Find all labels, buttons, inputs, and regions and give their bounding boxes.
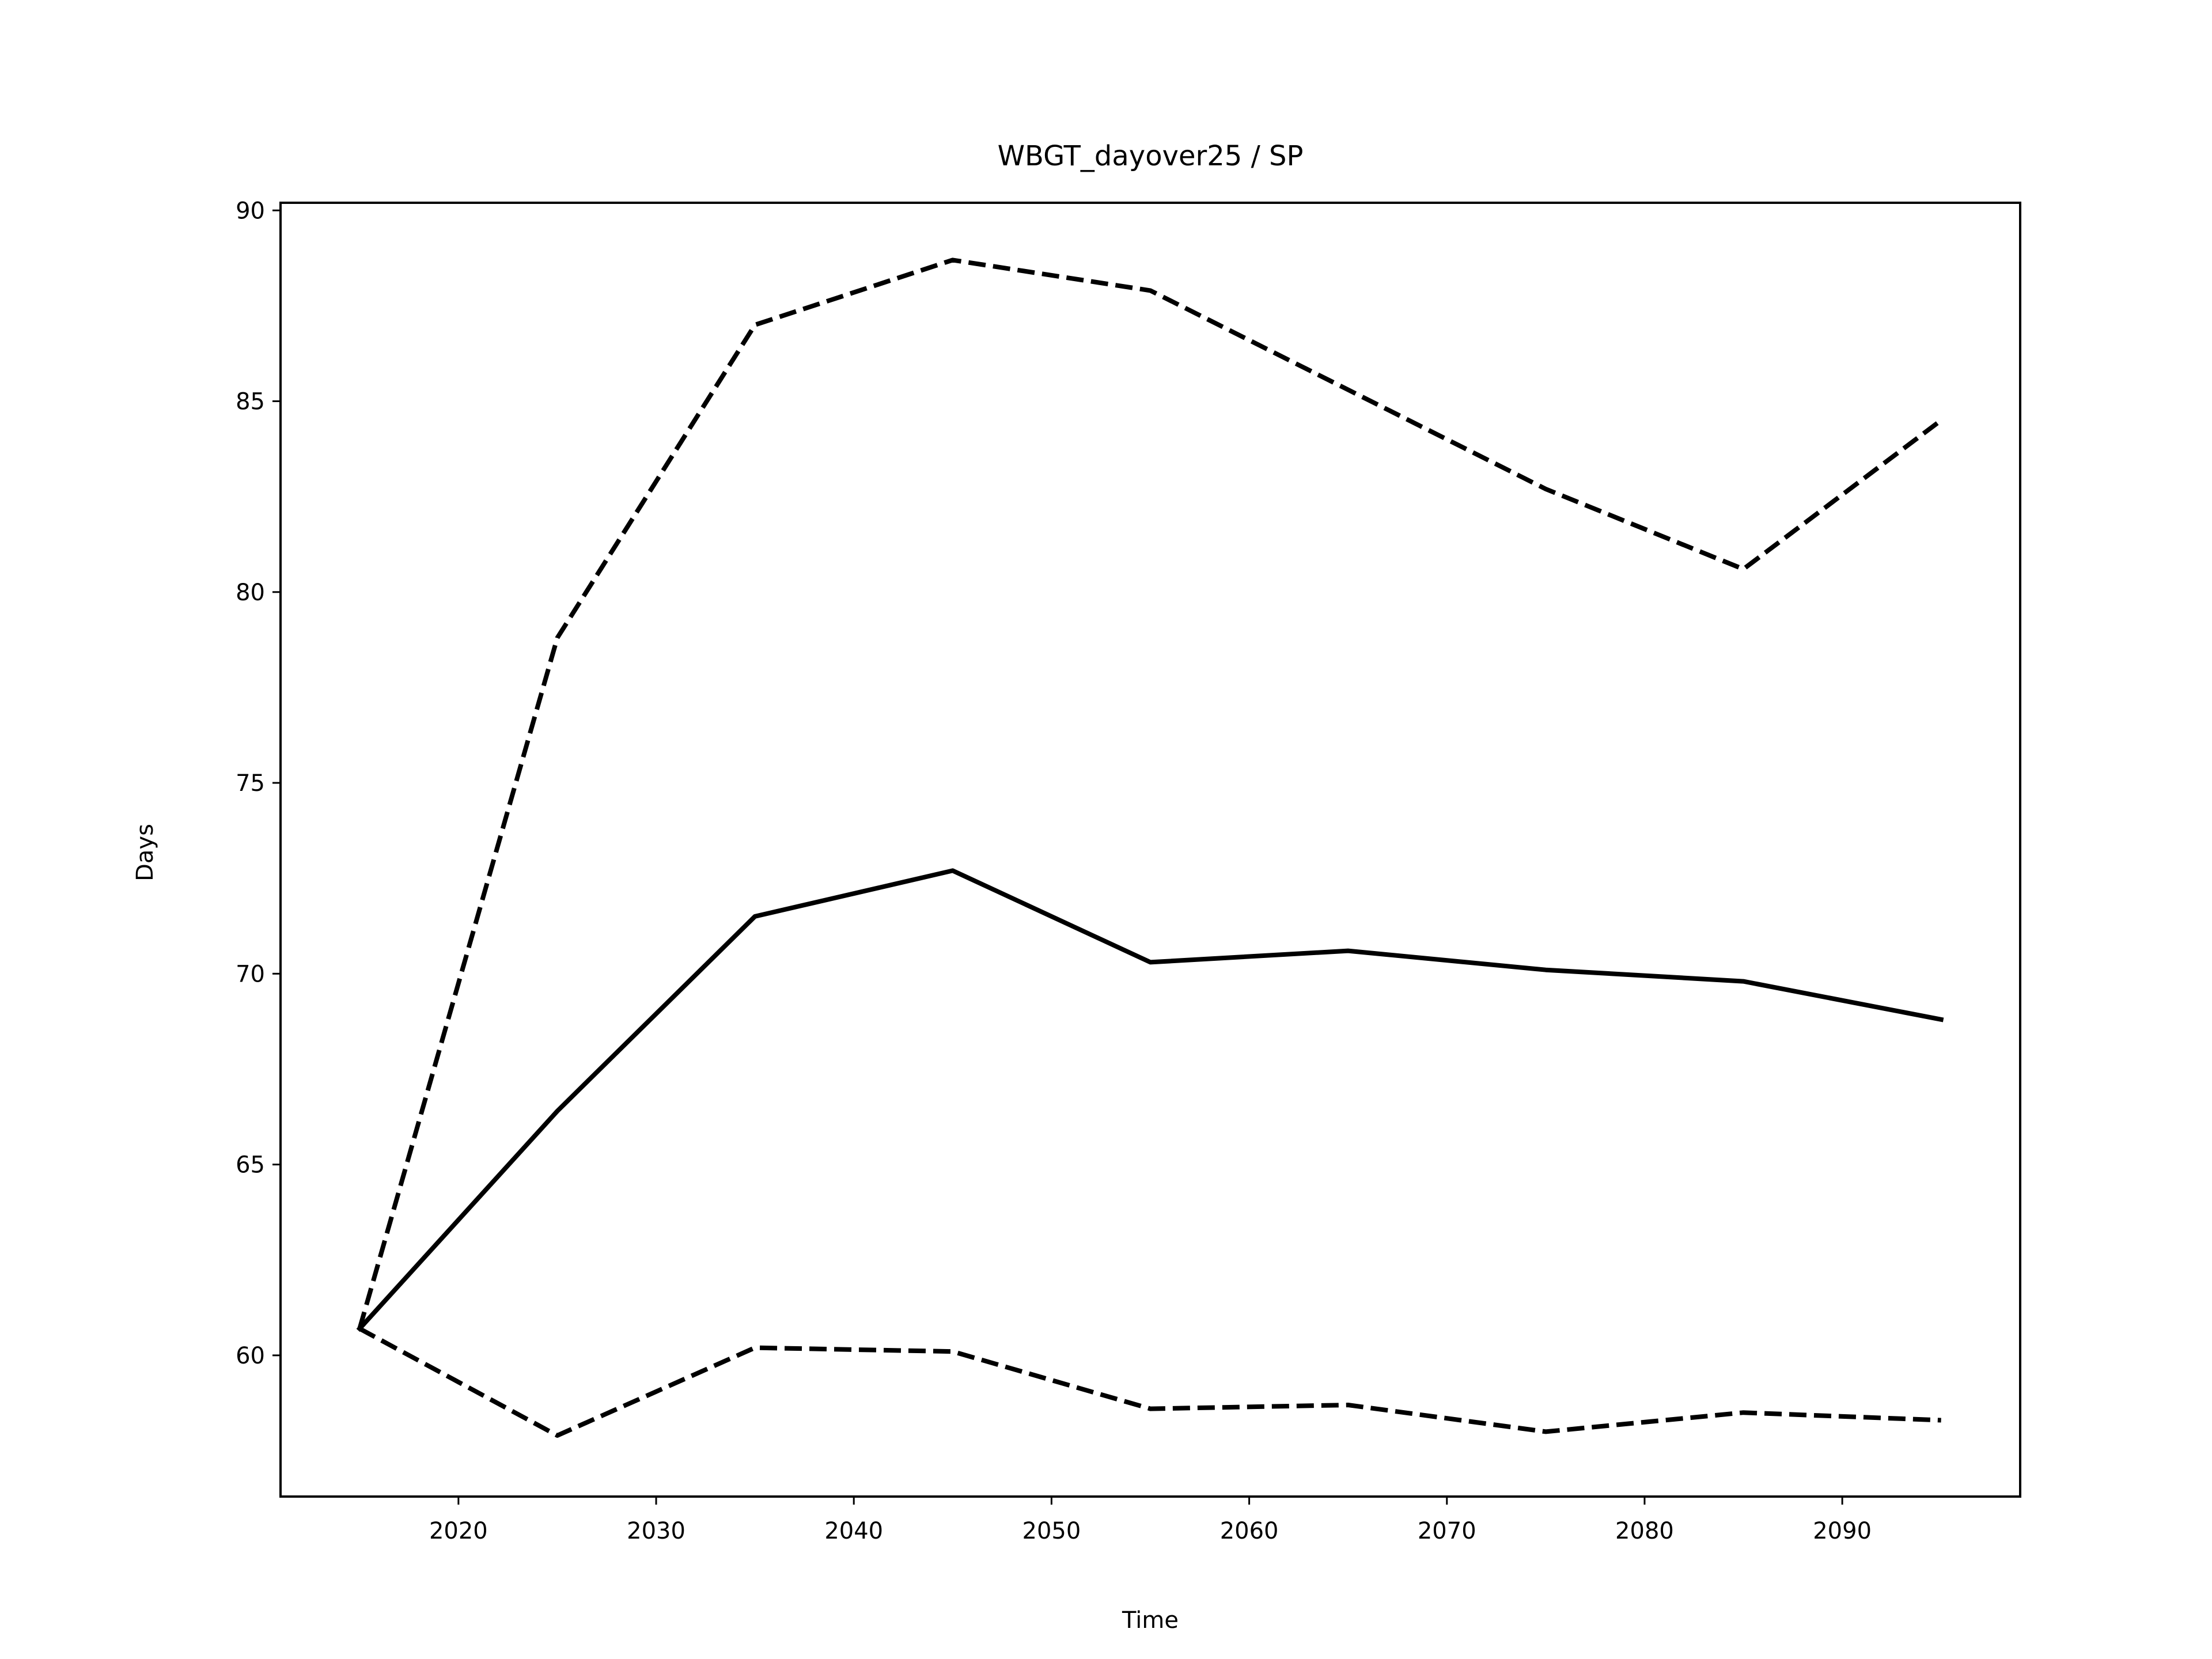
plot-frame	[279, 202, 2021, 1498]
y-tick-label: 65	[236, 1152, 265, 1179]
x-tick-label: 2090	[1813, 1518, 1872, 1544]
lower-bound-line	[358, 1326, 1941, 1438]
x-tick-label: 2050	[1022, 1518, 1081, 1544]
x-tick-label: 2030	[627, 1518, 685, 1544]
y-tick-label: 70	[236, 961, 265, 987]
median-line	[356, 868, 1944, 1332]
series-layer	[356, 257, 1944, 1438]
chart-title: WBGT_dayover25 / SP	[998, 140, 1304, 172]
x-tick-label: 2040	[824, 1518, 883, 1544]
x-axis-ticks: 2020 2030 2040 2050 2060 2070 2080 2090	[429, 1497, 1872, 1544]
y-tick-label: 80	[236, 579, 265, 606]
y-tick-label: 90	[236, 198, 265, 224]
x-tick-label: 2070	[1418, 1518, 1476, 1544]
x-tick-label: 2020	[429, 1518, 488, 1544]
y-axis-label: Days	[132, 824, 158, 881]
y-tick-label: 85	[236, 389, 265, 415]
upper-bound-line	[357, 257, 1943, 1330]
y-tick-label: 75	[236, 770, 265, 797]
x-tick-label: 2060	[1220, 1518, 1279, 1544]
y-tick-label: 60	[236, 1343, 265, 1369]
y-axis-ticks: 60 65 70 75 80 85 90	[236, 198, 281, 1369]
x-axis-label: Time	[1122, 1607, 1179, 1634]
x-tick-label: 2080	[1615, 1518, 1674, 1544]
